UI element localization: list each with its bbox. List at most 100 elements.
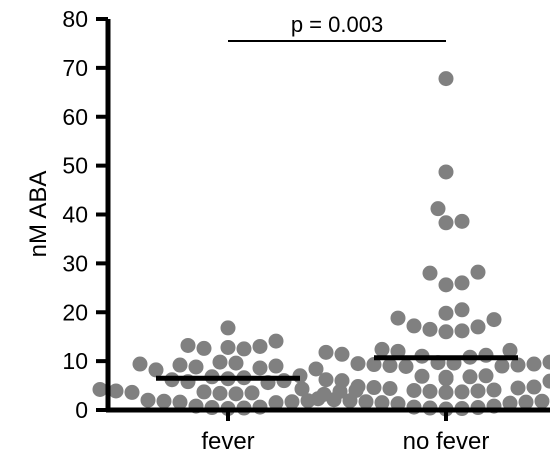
data-point (454, 384, 470, 400)
y-tick-label: 50 (62, 153, 88, 179)
data-point (438, 164, 454, 180)
data-point (438, 215, 454, 231)
data-point (454, 302, 470, 318)
data-point (438, 277, 454, 293)
data-point (108, 383, 124, 399)
data-point (318, 372, 334, 388)
data-point (284, 394, 300, 410)
data-point (406, 318, 422, 334)
data-point (252, 338, 268, 354)
points-layer (92, 71, 550, 417)
p-value-label: p = 0.003 (291, 12, 383, 37)
data-point (326, 392, 342, 408)
data-point (148, 362, 164, 378)
data-point (212, 354, 228, 370)
data-point (92, 381, 108, 397)
data-point (156, 393, 172, 409)
data-point (422, 383, 438, 399)
data-point (268, 358, 284, 374)
data-point (438, 305, 454, 321)
y-tick-label: 10 (62, 348, 88, 374)
data-point (438, 324, 454, 340)
data-point (212, 385, 228, 401)
data-point (390, 343, 406, 359)
data-point (494, 358, 510, 374)
data-point (382, 380, 398, 396)
data-point (342, 393, 358, 409)
category-label: no fever (403, 428, 490, 454)
data-point (268, 395, 284, 411)
data-point (124, 384, 140, 400)
data-point (188, 359, 204, 375)
data-point (334, 346, 350, 362)
data-point (310, 391, 326, 407)
y-tick-label: 60 (62, 104, 88, 130)
data-point (268, 333, 284, 349)
data-point (220, 339, 236, 355)
data-point (374, 341, 390, 357)
data-point (406, 382, 422, 398)
medians-layer (156, 355, 518, 381)
data-point (470, 319, 486, 335)
data-point (382, 358, 398, 374)
data-point (454, 323, 470, 339)
data-point (172, 394, 188, 410)
y-axis-title: nM ABA (25, 171, 52, 258)
data-point (390, 396, 406, 412)
data-point (510, 357, 526, 373)
data-point (526, 356, 542, 372)
data-point (366, 357, 382, 373)
data-point (220, 320, 236, 336)
data-point (422, 321, 438, 337)
data-point (502, 342, 518, 358)
data-point (294, 381, 310, 397)
data-point (438, 71, 454, 87)
data-point (172, 357, 188, 373)
data-point (430, 201, 446, 217)
data-point (454, 213, 470, 229)
y-tick-label: 30 (62, 250, 88, 276)
data-point (470, 264, 486, 280)
data-point (438, 369, 454, 385)
data-point (398, 359, 414, 375)
data-point (350, 379, 366, 395)
y-tick-label: 80 (62, 6, 88, 32)
data-point (196, 384, 212, 400)
data-point (228, 386, 244, 402)
data-point (454, 275, 470, 291)
data-point (334, 373, 350, 389)
data-point (542, 354, 550, 370)
data-point (438, 384, 454, 400)
data-point (526, 379, 542, 395)
data-point (510, 380, 526, 396)
data-point (350, 356, 366, 372)
data-point (196, 340, 212, 356)
data-point (462, 369, 478, 385)
data-point (244, 385, 260, 401)
category-labels: fever no fever (201, 410, 489, 454)
data-point (132, 356, 148, 372)
data-point (502, 395, 518, 411)
data-point (318, 344, 334, 360)
data-point (252, 360, 268, 376)
category-label: fever (201, 428, 254, 454)
data-point (180, 337, 196, 353)
data-point (470, 383, 486, 399)
data-point (486, 382, 502, 398)
data-point (422, 265, 438, 281)
data-point (478, 368, 494, 384)
data-point (542, 373, 550, 389)
y-tick-label: 20 (62, 299, 88, 325)
data-point (414, 368, 430, 384)
y-tick-label: 70 (62, 55, 88, 81)
data-point (390, 310, 406, 326)
data-point (486, 312, 502, 328)
data-point (140, 392, 156, 408)
data-point (228, 355, 244, 371)
data-point (374, 395, 390, 411)
data-point (534, 393, 550, 409)
data-point (308, 361, 324, 377)
data-point (366, 380, 382, 396)
significance-annotation: p = 0.003 (228, 12, 446, 42)
ticks-layer: 0 10 20 30 40 50 60 70 80 (62, 6, 108, 423)
